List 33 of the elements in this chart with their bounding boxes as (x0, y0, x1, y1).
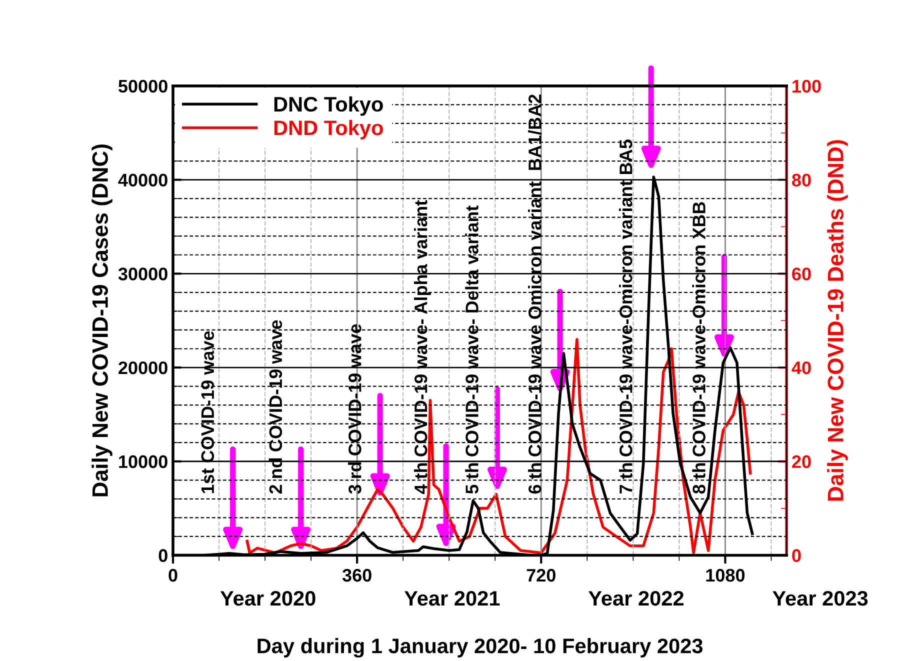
text: Year 2023 (772, 590, 868, 606)
x-axis-title: Day during 1 January 2020- 10 February 2023 (258, 638, 703, 658)
y2-tick-label: 100 (792, 80, 821, 93)
y-tick-label: 20000 (118, 361, 168, 374)
annotation: 6 th COVID-19 wave Omicron variant BA1/BA2 (528, 94, 542, 494)
y2-tick-label: 0 (792, 549, 801, 562)
x-tick-label: 1080 (706, 568, 745, 582)
y-tick-label: 50000 (118, 80, 168, 93)
y-tick-label: 0 (158, 549, 168, 562)
x-tick-label: 360 (342, 568, 372, 582)
y-axis-title: Daily New COVID-19 Cases (DNC) (92, 144, 112, 496)
y2-tick-label: 80 (792, 174, 811, 187)
y2-tick-label: 20 (792, 455, 811, 468)
annotation: 3 rd COVID-19 wave (348, 324, 362, 494)
legend-label: DND Tokyo (274, 120, 383, 140)
text: Year 2020 (220, 590, 316, 606)
x-tick-label: 0 (168, 568, 178, 582)
text: Year 2021 (404, 590, 500, 606)
x-tick-label: 720 (526, 568, 556, 582)
y2-tick-label: 60 (792, 268, 811, 280)
annotation: 2 nd COVID-19 wave (268, 320, 282, 494)
y-tick-label: 10000 (119, 455, 168, 468)
text: Year 2022 (588, 590, 684, 606)
y-tick-label: 30000 (118, 268, 168, 280)
annotation: 7 th COVID-19 wave-Omicron variant BA5 (619, 140, 632, 494)
legend-label: DNC Tokyo (274, 96, 383, 116)
annotation: 5 th COVID-19 wave- Delta variant (465, 205, 478, 494)
y-tick-label: 40000 (118, 174, 168, 187)
annotation: 1st COVID-19 wave (201, 331, 214, 494)
y2-axis-title: Daily New COVID-19 Deaths (DND) (827, 140, 848, 501)
y2-tick-label: 40 (792, 361, 811, 374)
annotation: 8 th COVID-19 wave-Omicron XBB (692, 202, 706, 494)
annotation: 4 th COVID-19 wave- Alpha variant (414, 200, 431, 494)
